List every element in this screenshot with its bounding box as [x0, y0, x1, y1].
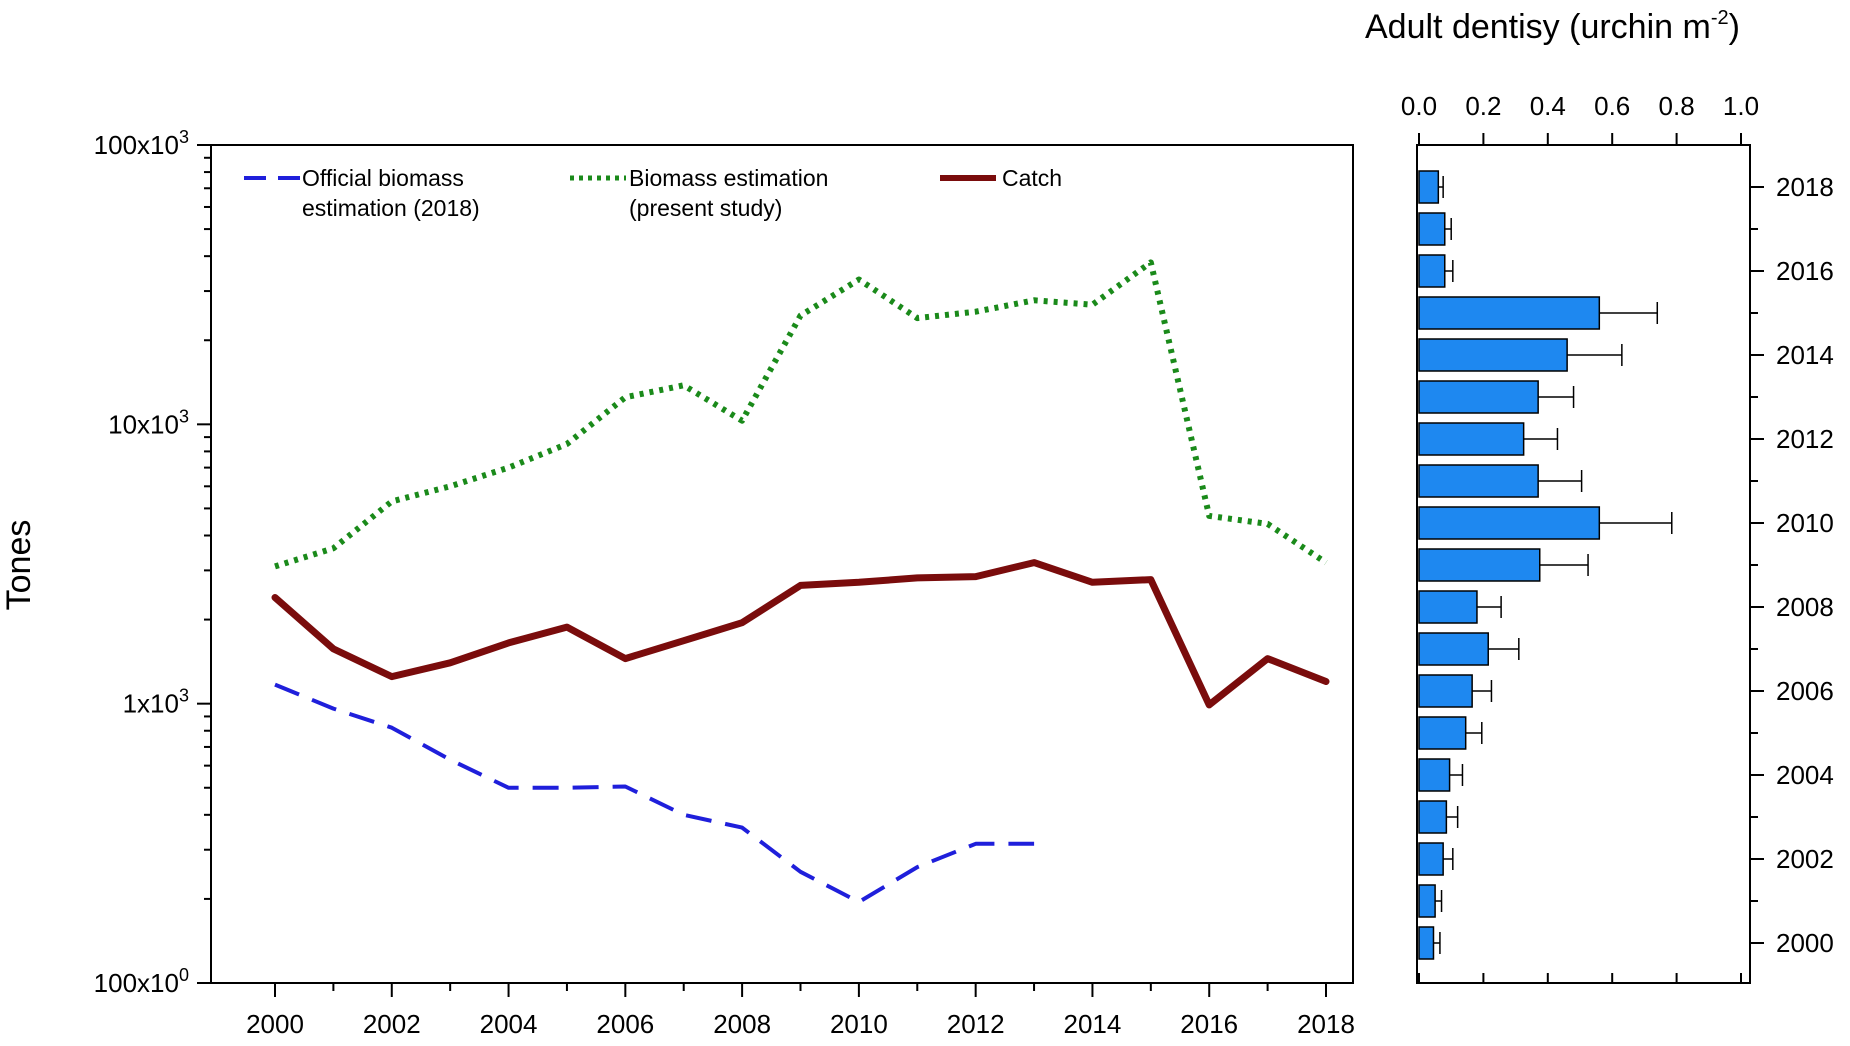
bar-y-tick-label: 2006: [1776, 676, 1834, 706]
bar: [1418, 884, 1436, 918]
x-tick-label: 2018: [1297, 1009, 1355, 1039]
x-tick-label: 2008: [713, 1009, 771, 1039]
bar: [1418, 338, 1568, 372]
x-tick-label: 2002: [363, 1009, 421, 1039]
bar-x-tick-label: 0.2: [1465, 91, 1501, 121]
series-line-catch: [271, 559, 1330, 709]
bar: [1418, 926, 1435, 960]
bar: [1418, 590, 1478, 624]
bar-x-tick-label: 0.4: [1530, 91, 1566, 121]
legend: Official biomass estimation (2018) Bioma…: [244, 165, 1062, 221]
bar: [1418, 254, 1446, 288]
bar: [1418, 296, 1601, 330]
y-tick-label: 100x103: [94, 127, 189, 160]
bar: [1418, 212, 1446, 246]
bar-chart-title-main: Adult dentisy (urchin m: [1365, 8, 1711, 46]
bar-chart-title-superscript: -2: [1711, 7, 1729, 29]
bar-y-tick-label: 2014: [1776, 340, 1834, 370]
line-chart-frame: [210, 144, 1354, 984]
x-tick-label: 2006: [596, 1009, 654, 1039]
bar: [1418, 548, 1541, 582]
bar-x-tick-label: 0.8: [1659, 91, 1695, 121]
bar-chart-title-end: ): [1729, 8, 1740, 46]
bar: [1418, 674, 1473, 708]
bar-y-tick-label: 2004: [1776, 760, 1834, 790]
bar-y-tick-label: 2000: [1776, 928, 1834, 958]
bar: [1418, 758, 1451, 792]
bar: [1418, 506, 1601, 540]
y-axis-title: Tones: [0, 520, 38, 611]
y-tick-label: 10x103: [108, 406, 189, 439]
bar-y-tick-label: 2002: [1776, 844, 1834, 874]
y-tick-label: 100x100: [94, 965, 189, 998]
legend-present-label-2: (present study): [629, 195, 782, 221]
bar-y-tick-label: 2008: [1776, 592, 1834, 622]
bar: [1418, 842, 1444, 876]
series-line-official: [274, 682, 1035, 904]
bar-y-tick-label: 2010: [1776, 508, 1834, 538]
bar: [1418, 632, 1489, 666]
legend-official-label-2: estimation (2018): [302, 195, 480, 221]
y-tick-label: 1x103: [123, 686, 189, 719]
bar: [1418, 800, 1448, 834]
x-tick-label: 2016: [1180, 1009, 1238, 1039]
bar: [1418, 464, 1539, 498]
bar-y-tick-label: 2018: [1776, 172, 1834, 202]
x-tick-label: 2014: [1064, 1009, 1122, 1039]
x-tick-label: 2004: [480, 1009, 538, 1039]
bar-chart-title: Adult dentisy (urchin m-2): [1365, 7, 1740, 46]
bar-y-tick-label: 2012: [1776, 424, 1834, 454]
x-tick-label: 2012: [947, 1009, 1005, 1039]
x-tick-label: 2000: [246, 1009, 304, 1039]
x-tick-label: 2010: [830, 1009, 888, 1039]
bar-x-tick-label: 0.0: [1401, 91, 1437, 121]
legend-catch-label: Catch: [1002, 165, 1062, 191]
bar-y-tick-label: 2016: [1776, 256, 1834, 286]
bar: [1418, 170, 1440, 204]
legend-present-label-1: Biomass estimation: [629, 165, 828, 191]
series-line-present: [274, 259, 1328, 570]
bar-x-tick-label: 1.0: [1723, 91, 1759, 121]
bar: [1418, 422, 1525, 456]
bar: [1418, 716, 1467, 750]
bar: [1418, 380, 1539, 414]
legend-official-label-1: Official biomass: [302, 165, 464, 191]
bar-x-tick-label: 0.6: [1594, 91, 1630, 121]
